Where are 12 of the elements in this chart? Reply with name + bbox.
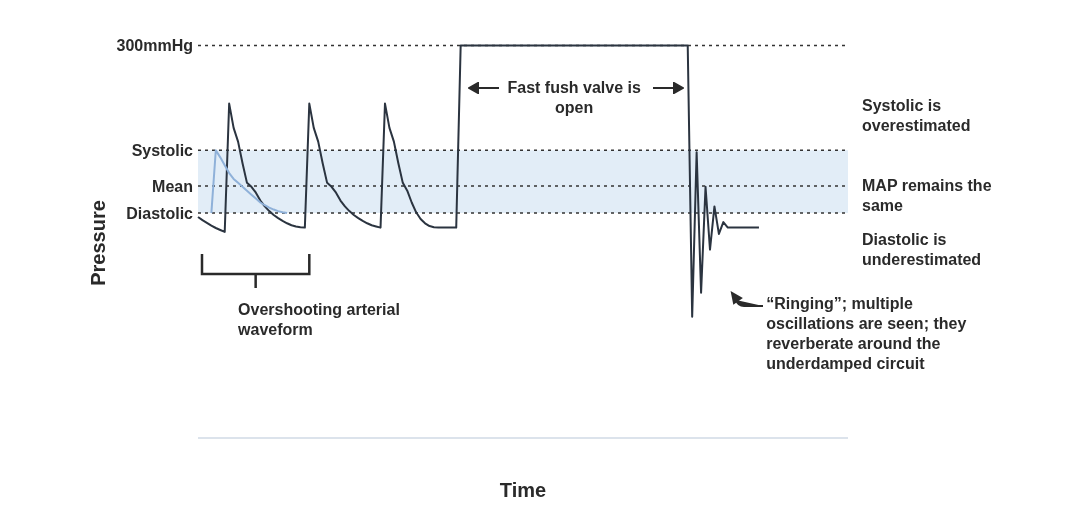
ref-line-label: Systolic <box>131 141 194 159</box>
ref-line-label: Diastolic <box>126 204 194 222</box>
text: MAP remains the same <box>862 176 992 216</box>
annotation: “Ringing”; multiple oscillations are seen; they reverberate around the underdamped circuit <box>766 294 968 374</box>
annotation: Overshooting arterial waveform <box>238 300 401 340</box>
text: Diastolic is underestimated <box>862 230 983 270</box>
annotation: Fast fush valve is open <box>506 78 642 118</box>
ref-line-label: Mean <box>152 177 193 195</box>
ref-line-label: 300mmHg <box>116 37 193 55</box>
y-axis-title: Pressure <box>87 200 109 286</box>
x-axis-title: Time <box>498 479 548 501</box>
text: Systolic is overestimated <box>862 96 972 136</box>
